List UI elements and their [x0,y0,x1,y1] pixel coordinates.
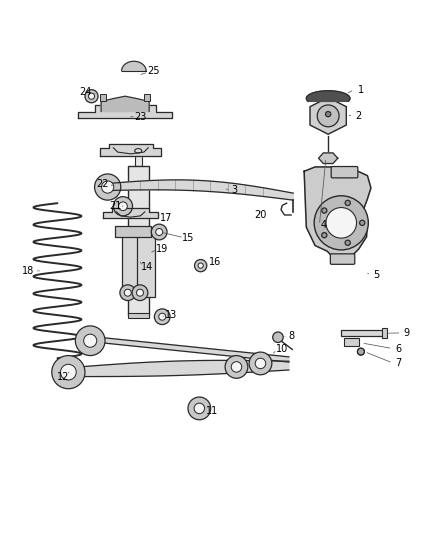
Bar [344,338,359,346]
Polygon shape [108,180,293,200]
Circle shape [88,93,95,99]
Polygon shape [90,336,289,362]
Circle shape [321,208,327,213]
Polygon shape [306,91,350,101]
Circle shape [84,334,97,348]
Circle shape [273,332,283,343]
Text: 5: 5 [373,270,379,280]
Circle shape [325,111,331,117]
Text: 17: 17 [159,213,172,223]
Bar [341,330,385,336]
Circle shape [198,263,203,268]
Polygon shape [101,96,149,111]
Circle shape [231,362,242,372]
Circle shape [357,348,364,355]
Circle shape [60,364,76,380]
Circle shape [345,200,350,206]
Text: 20: 20 [254,210,267,220]
Text: 21: 21 [109,201,121,211]
Circle shape [194,260,207,272]
Text: 3: 3 [231,185,237,195]
Circle shape [75,326,105,356]
Text: 11: 11 [206,407,219,416]
Text: 18: 18 [22,266,34,276]
Bar [128,313,149,318]
Circle shape [154,309,170,325]
Bar [138,235,155,297]
FancyBboxPatch shape [330,254,355,264]
Polygon shape [318,153,338,164]
Text: 13: 13 [165,310,177,319]
Polygon shape [103,208,158,219]
Circle shape [113,197,133,216]
Circle shape [317,105,339,127]
FancyBboxPatch shape [331,166,358,178]
Circle shape [120,285,136,301]
Polygon shape [100,144,161,157]
Circle shape [102,181,114,193]
Text: 2: 2 [356,111,362,121]
Ellipse shape [135,149,142,153]
Polygon shape [304,167,371,261]
Bar [144,94,150,101]
Text: 1: 1 [358,85,364,95]
Circle shape [360,220,365,225]
Text: 9: 9 [404,328,410,338]
Text: 15: 15 [182,233,194,243]
Text: 23: 23 [134,112,147,122]
Circle shape [137,289,144,296]
Circle shape [52,356,85,389]
Circle shape [151,224,167,240]
Text: 25: 25 [147,66,160,76]
Circle shape [345,240,350,245]
Bar [382,328,387,338]
Text: 24: 24 [79,87,91,97]
Text: 10: 10 [276,344,289,354]
Circle shape [321,232,327,238]
Circle shape [314,196,368,250]
Text: 6: 6 [395,344,401,354]
Circle shape [225,356,248,378]
Text: 19: 19 [156,244,168,254]
Circle shape [255,358,266,369]
Circle shape [326,207,357,238]
Circle shape [85,90,98,103]
Polygon shape [68,360,289,376]
Circle shape [119,202,127,211]
Text: 7: 7 [395,358,401,368]
Text: 16: 16 [208,257,221,267]
Circle shape [124,289,131,296]
Text: 8: 8 [288,332,294,341]
Bar [122,235,139,297]
Circle shape [159,313,166,320]
Circle shape [95,174,121,200]
Circle shape [194,403,205,414]
Text: 22: 22 [96,179,109,189]
Circle shape [132,285,148,301]
Text: 4: 4 [321,220,327,230]
Circle shape [155,229,162,236]
Bar [128,166,149,314]
Polygon shape [310,98,346,134]
Polygon shape [78,105,172,118]
Circle shape [249,352,272,375]
Circle shape [188,397,211,420]
Text: 14: 14 [141,262,153,271]
Polygon shape [122,61,146,71]
Bar [135,151,142,166]
Text: 12: 12 [57,372,69,382]
Bar [115,226,151,237]
Bar [100,94,106,101]
